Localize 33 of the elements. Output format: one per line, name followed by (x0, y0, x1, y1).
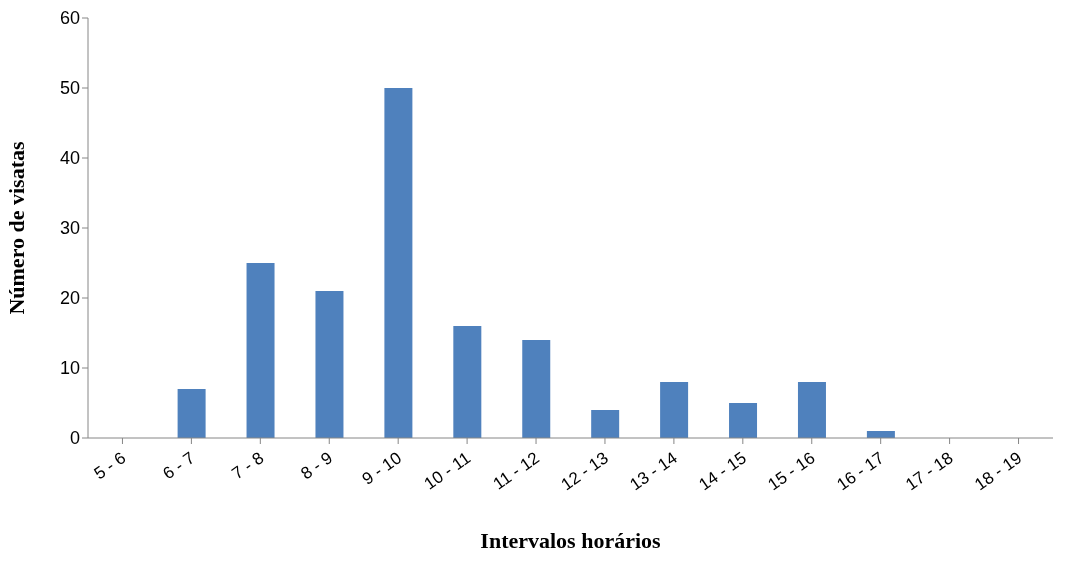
y-tick-label: 20 (59, 288, 80, 309)
bar (384, 88, 413, 438)
bar (315, 291, 344, 438)
bar (246, 263, 275, 438)
bar (522, 340, 551, 438)
x-tick-label: 9 - 10 (358, 448, 406, 489)
y-tick-label: 40 (59, 148, 80, 169)
bar (177, 389, 206, 438)
y-tick-label: 30 (59, 218, 80, 239)
y-tick-label: 0 (69, 428, 80, 449)
x-tick-label: 17 - 18 (902, 448, 957, 495)
x-tick-label: 6 - 7 (159, 448, 199, 484)
y-tick-label: 60 (59, 8, 80, 29)
x-tick-label: 13 - 14 (626, 448, 681, 495)
x-axis-title: Intervalos horários (480, 528, 662, 553)
x-tick-label: 16 - 17 (833, 448, 888, 495)
bar (797, 382, 826, 438)
bar (453, 326, 482, 438)
x-tick-label: 7 - 8 (228, 448, 268, 484)
x-tick-label: 15 - 16 (764, 448, 819, 495)
x-tick-label: 8 - 9 (297, 448, 337, 484)
x-tick-label: 18 - 19 (971, 448, 1026, 495)
bar (729, 403, 758, 438)
bar (660, 382, 689, 438)
x-tick-label: 12 - 13 (557, 448, 612, 495)
bar (591, 410, 620, 438)
y-tick-label: 50 (59, 78, 80, 99)
x-tick-label: 10 - 11 (420, 448, 474, 494)
x-tick-label: 14 - 15 (695, 448, 750, 495)
y-tick-label: 10 (59, 358, 80, 379)
y-axis-title: Número de visatas (3, 141, 29, 315)
x-tick-label: 5 - 6 (90, 448, 130, 484)
x-tick-label: 11 - 12 (489, 448, 543, 494)
